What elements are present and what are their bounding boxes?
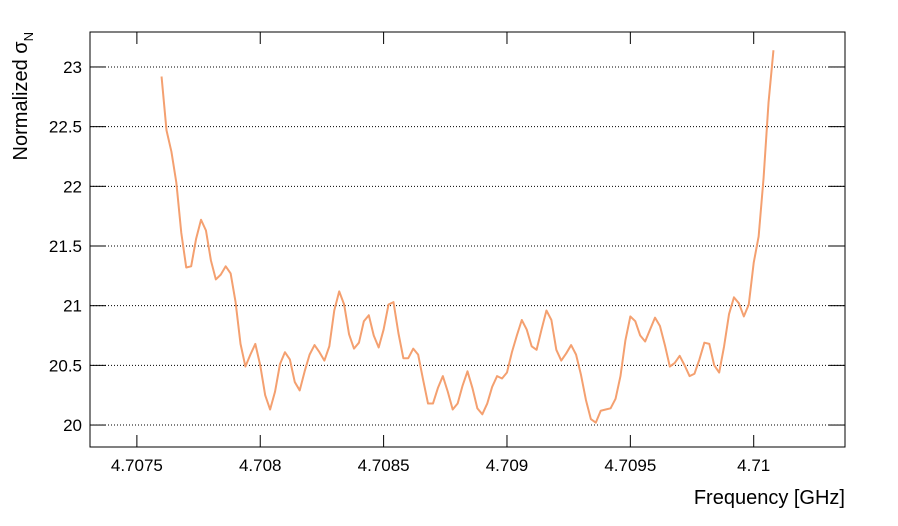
y-tick-label: 21.5 — [49, 237, 82, 256]
x-axis-title: Frequency [GHz] — [694, 487, 845, 509]
plot-frame — [89, 31, 846, 448]
y-tick-label: 20 — [63, 416, 82, 435]
y-tick-label: 22.5 — [49, 118, 82, 137]
y-tick-label: 20.5 — [49, 356, 82, 375]
x-tick-label: 4.7095 — [604, 456, 656, 475]
x-tick-label: 4.708 — [239, 456, 282, 475]
x-tick-label: 4.7075 — [111, 456, 163, 475]
data-line — [160, 50, 775, 424]
y-axis-title: Normalized σN — [10, 32, 36, 160]
y-tick-label: 21 — [63, 297, 82, 316]
y-axis-title-subscript: N — [21, 32, 36, 41]
x-tick-label: 4.71 — [737, 456, 770, 475]
y-tick-label: 22 — [63, 177, 82, 196]
y-axis-title-text: Normalized σ — [10, 41, 32, 161]
x-tick-label: 4.709 — [486, 456, 529, 475]
x-tick-label: 4.7085 — [358, 456, 410, 475]
y-tick-label: 23 — [63, 58, 82, 77]
